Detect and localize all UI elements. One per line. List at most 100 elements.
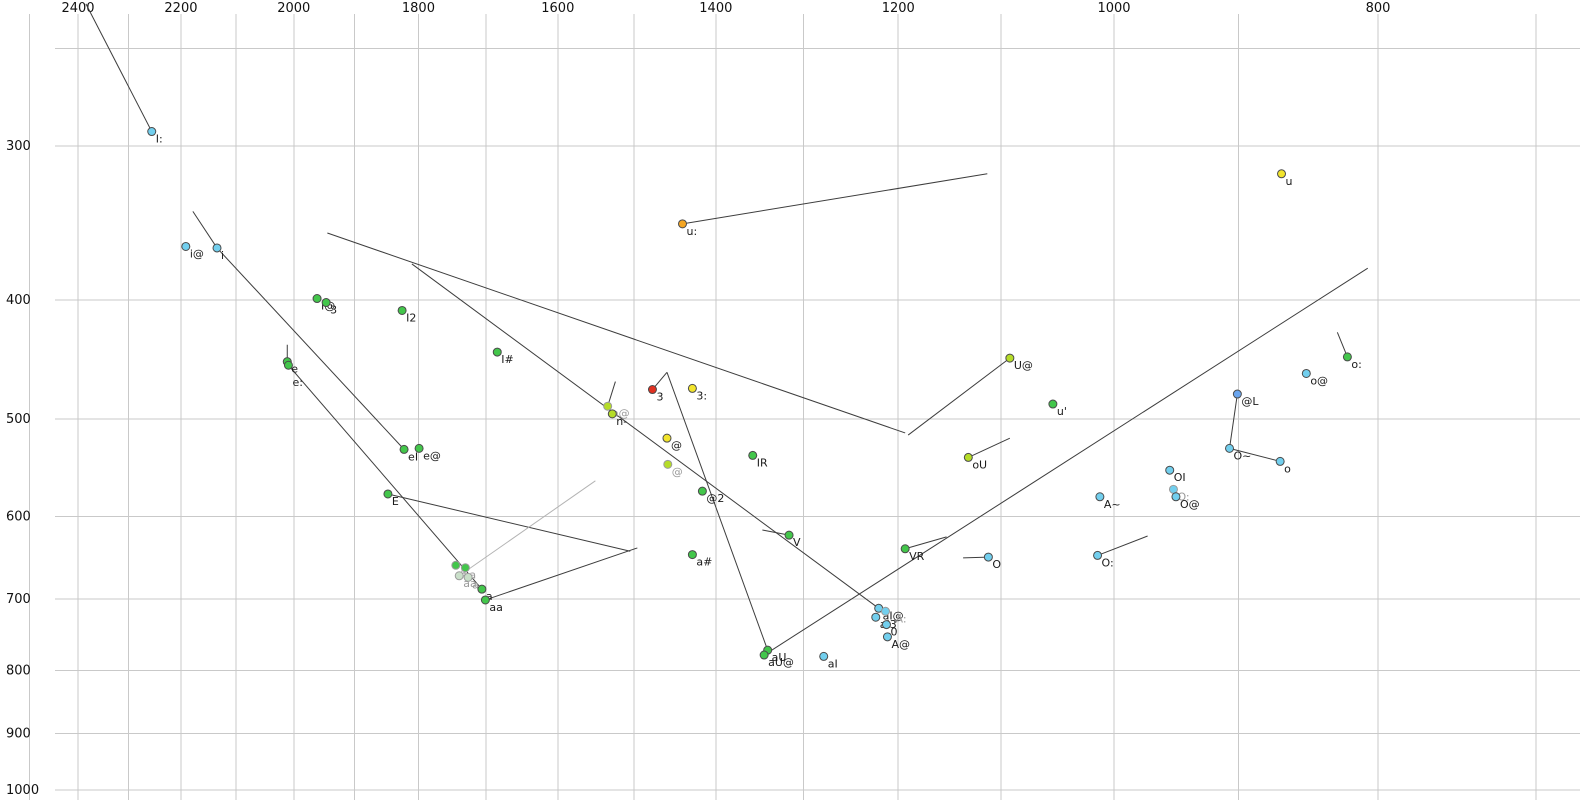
vowel-label: @2 — [706, 492, 724, 505]
vowel-point[interactable] — [983, 552, 993, 562]
vowel-label: aa — [489, 601, 502, 614]
vowel-label: e@ — [423, 449, 441, 462]
vowel-label: I# — [501, 353, 513, 366]
vowel-label: n@ — [612, 407, 630, 420]
vowel-label: a — [469, 569, 476, 582]
vowel-point[interactable] — [454, 571, 464, 581]
trajectory-line — [905, 536, 947, 550]
vowel-point[interactable] — [1342, 352, 1352, 362]
vowel-point[interactable] — [1168, 484, 1178, 494]
vowel-point[interactable] — [1095, 492, 1105, 502]
vowel-label: u: — [686, 225, 697, 238]
vowel-point[interactable] — [871, 612, 881, 622]
vowel-point[interactable] — [397, 305, 407, 315]
vowel-point[interactable] — [147, 127, 157, 137]
trajectory-line — [216, 247, 405, 450]
vowel-point[interactable] — [1048, 399, 1058, 409]
vowel-label: 0 — [890, 626, 897, 639]
vowel-point[interactable] — [687, 383, 697, 393]
vowel-label: IR — [757, 456, 768, 469]
trajectory-line — [485, 547, 638, 601]
vowel-point[interactable] — [212, 243, 222, 253]
y-tick-label: 500 — [6, 412, 31, 427]
vowel-point[interactable] — [1232, 389, 1242, 399]
vowel-point[interactable] — [1301, 368, 1311, 378]
vowel-point[interactable] — [480, 595, 490, 605]
trajectory-line — [666, 372, 769, 651]
trajectory-line — [192, 211, 218, 249]
vowel-label: oU — [972, 458, 987, 471]
vowel-point[interactable] — [819, 651, 829, 661]
x-tick-label: 1200 — [882, 1, 915, 16]
trajectory-line — [762, 529, 790, 536]
vowel-label: e — [291, 363, 298, 376]
x-tick-label: 800 — [1366, 1, 1391, 16]
vowel-point[interactable] — [1171, 492, 1181, 502]
vowel-label: O@ — [1180, 498, 1200, 511]
vowel-point[interactable] — [399, 444, 409, 454]
trajectory-line — [288, 364, 483, 590]
vowel-label: @ — [672, 465, 683, 478]
vowel-point[interactable] — [460, 563, 470, 573]
vowel-point[interactable] — [1277, 169, 1287, 179]
vowel-point[interactable] — [687, 550, 697, 560]
vowel-point[interactable] — [1165, 465, 1175, 475]
vowel-label: a — [472, 578, 479, 591]
vowel-label: E — [392, 495, 399, 508]
vowel-point[interactable] — [1225, 443, 1235, 453]
vowel-label: U@ — [1014, 359, 1033, 372]
vowel-label: o: — [1351, 358, 1361, 371]
vowel-point[interactable] — [463, 572, 473, 582]
vowel-point[interactable] — [414, 443, 424, 453]
y-tick-label: 400 — [6, 293, 31, 308]
x-tick-label: 2000 — [277, 1, 310, 16]
vowel-label: @L — [1241, 395, 1259, 408]
vowel-point[interactable] — [784, 530, 794, 540]
vowel-label: i@ — [190, 247, 204, 260]
trajectory-line — [682, 173, 988, 225]
vowel-label: V — [793, 536, 801, 549]
vowel-point[interactable] — [181, 241, 191, 251]
vowel-point[interactable] — [451, 560, 461, 570]
vowel-point[interactable] — [1275, 456, 1285, 466]
vowel-point[interactable] — [492, 347, 502, 357]
vowel-point[interactable] — [963, 452, 973, 462]
vowel-point[interactable] — [662, 433, 672, 443]
vowel-label: 3 — [656, 391, 663, 404]
vowel-label: O~ — [1234, 449, 1252, 462]
vowel-point[interactable] — [677, 219, 687, 229]
vowel-point[interactable] — [1093, 550, 1103, 560]
vowel-label: A: — [895, 612, 906, 625]
x-tick-label: 1000 — [1097, 1, 1130, 16]
trajectory-line — [458, 480, 596, 577]
vowel-point[interactable] — [663, 459, 673, 469]
x-tick-label: 2200 — [164, 1, 197, 16]
y-tick-label: 800 — [6, 664, 31, 679]
vowel-label: u — [1286, 175, 1293, 188]
vowel-point[interactable] — [1005, 353, 1015, 363]
vowel-point[interactable] — [900, 544, 910, 554]
vowel-point[interactable] — [759, 650, 769, 660]
vowel-point[interactable] — [477, 584, 487, 594]
vowel-point[interactable] — [697, 486, 707, 496]
vowel-point[interactable] — [607, 409, 617, 419]
vowel-point[interactable] — [881, 620, 891, 630]
vowel-point[interactable] — [312, 294, 322, 304]
vowel-label: a — [460, 566, 467, 579]
vowel-label: aI — [828, 657, 838, 670]
vowel-point[interactable] — [383, 489, 393, 499]
vowel-label: A~ — [1104, 498, 1121, 511]
x-tick-label: 1600 — [541, 1, 574, 16]
x-tick-label: 1800 — [402, 1, 435, 16]
vowel-point[interactable] — [321, 298, 331, 308]
vowel-point[interactable] — [882, 632, 892, 642]
vowel-point[interactable] — [647, 385, 657, 395]
vowel-label: i — [221, 249, 224, 262]
trajectory-line — [387, 493, 631, 552]
vowel-point[interactable] — [748, 450, 758, 460]
vowel-point[interactable] — [603, 401, 613, 411]
vowel-label: o — [1284, 462, 1291, 475]
vowel-point[interactable] — [880, 606, 890, 616]
vowel-point[interactable] — [283, 360, 293, 370]
